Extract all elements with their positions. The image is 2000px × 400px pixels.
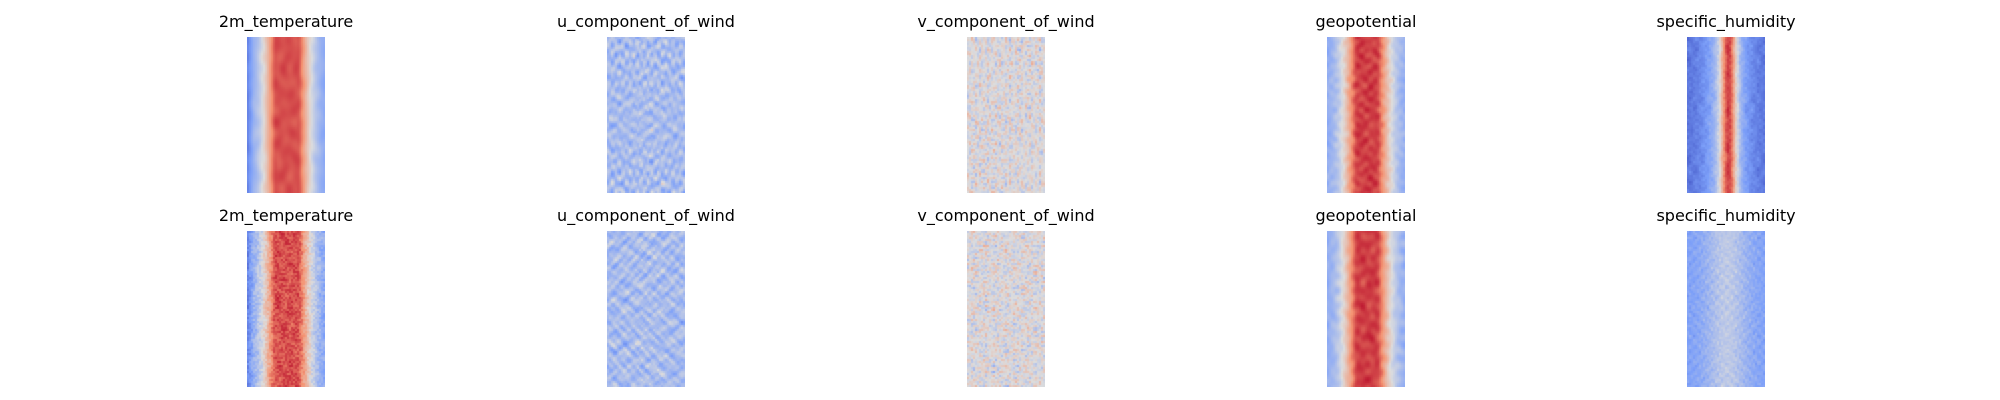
heatmap-specific-humidity-row1 [1687, 37, 1765, 193]
panel-title: v_component_of_wind [917, 12, 1095, 31]
heatmap-specific-humidity-row2 [1687, 231, 1765, 387]
heatmap-u-wind-row1 [607, 37, 685, 193]
heatmap-2m-temperature-row1 [247, 37, 325, 193]
panel-title: v_component_of_wind [917, 206, 1095, 225]
heatmap-v-wind-row2 [967, 231, 1045, 387]
panel-title: u_component_of_wind [557, 206, 735, 225]
panel-title: 2m_temperature [218, 12, 354, 31]
heatmap-geopotential-row1 [1327, 37, 1405, 193]
panel-title: specific_humidity [1656, 12, 1796, 31]
panel-title: specific_humidity [1656, 206, 1796, 225]
heatmap-u-wind-row2 [607, 231, 685, 387]
panel-title: u_component_of_wind [557, 12, 735, 31]
panel-title: 2m_temperature [218, 206, 354, 225]
panel-title: geopotential [1315, 206, 1417, 225]
heatmap-geopotential-row2 [1327, 231, 1405, 387]
heatmap-2m-temperature-row2 [247, 231, 325, 387]
panel-title: geopotential [1315, 12, 1417, 31]
heatmap-v-wind-row1 [967, 37, 1045, 193]
